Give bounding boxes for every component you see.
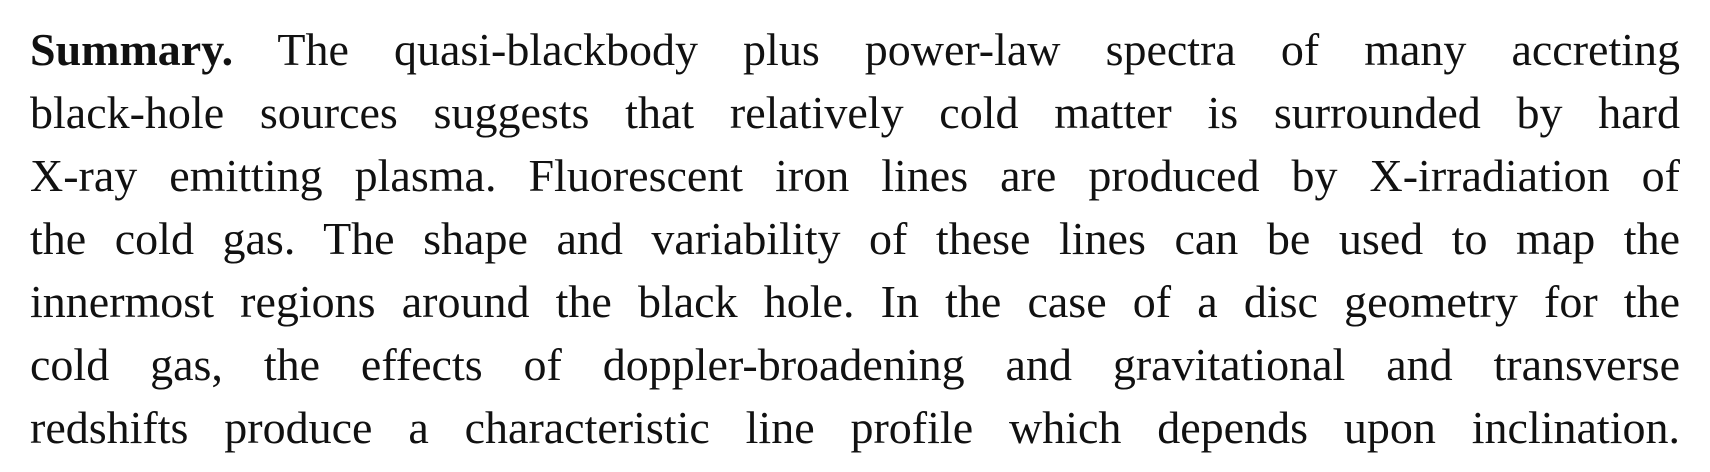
summary-heading: Summary. [30,24,234,75]
abstract-line-1: Summary. The quasi-blackbody plus power-… [30,18,1680,81]
abstract-line-2: black-hole sources suggests that relativ… [30,87,1680,138]
abstract-line-3: X-ray emitting plasma. Fluorescent iron … [30,150,1680,201]
abstract-line-5: innermost regions around the black hole.… [30,276,1680,327]
abstract-line-4: the cold gas. The shape and variability … [30,213,1680,264]
abstract-paragraph: Summary. The quasi-blackbody plus power-… [30,18,1680,459]
abstract-line-1-text: The quasi-blackbody plus power-law spect… [277,24,1681,75]
abstract-line-7: redshifts produce a characteristic line … [30,402,1680,453]
abstract-line-6: cold gas, the effects of doppler-broaden… [30,339,1680,390]
